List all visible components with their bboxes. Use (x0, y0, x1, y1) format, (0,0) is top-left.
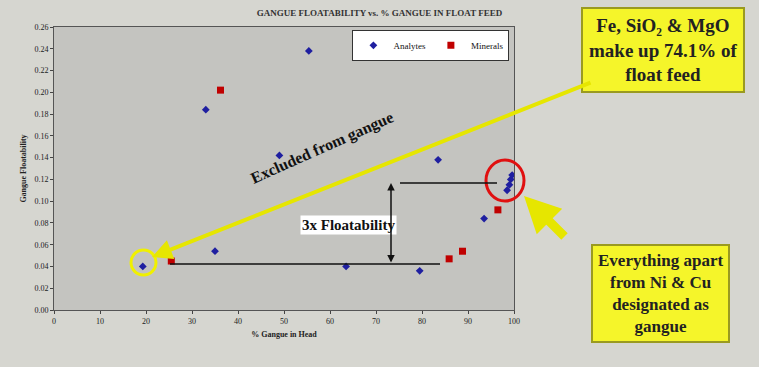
svg-text:0.22: 0.22 (34, 66, 48, 75)
svg-text:50: 50 (280, 317, 288, 326)
svg-text:0.14: 0.14 (34, 153, 48, 162)
svg-text:0.20: 0.20 (34, 88, 48, 97)
svg-text:0.10: 0.10 (34, 197, 48, 206)
svg-text:0.26: 0.26 (34, 23, 48, 32)
svg-text:0.04: 0.04 (34, 262, 48, 271)
svg-text:0.08: 0.08 (34, 219, 48, 228)
svg-text:Analytes: Analytes (393, 41, 425, 51)
svg-text:3x Floatability: 3x Floatability (302, 217, 395, 233)
svg-text:0.24: 0.24 (34, 45, 48, 54)
svg-text:40: 40 (234, 317, 242, 326)
svg-text:10: 10 (96, 317, 104, 326)
svg-text:0.12: 0.12 (34, 175, 48, 184)
svg-text:0.16: 0.16 (34, 132, 48, 141)
svg-text:90: 90 (464, 317, 472, 326)
svg-text:0.18: 0.18 (34, 110, 48, 119)
svg-text:GANGUE FLOATABILITY vs. % GANG: GANGUE FLOATABILITY vs. % GANGUE IN FLOA… (257, 8, 503, 18)
svg-text:20: 20 (142, 317, 150, 326)
svg-text:70: 70 (372, 317, 380, 326)
svg-text:Everything apartfrom Ni & Cude: Everything apartfrom Ni & Cudesignated a… (598, 251, 723, 336)
svg-text:30: 30 (188, 317, 196, 326)
svg-text:Fe, SiO₂ & MgOmake up 74.1% of: Fe, SiO₂ & MgOmake up 74.1% offloat feed (589, 15, 737, 85)
svg-text:Excluded from gangue: Excluded from gangue (248, 108, 396, 187)
svg-text:% Gangue in Head: % Gangue in Head (251, 330, 317, 339)
svg-text:80: 80 (418, 317, 426, 326)
svg-text:0.00: 0.00 (34, 306, 48, 315)
svg-text:0: 0 (52, 317, 56, 326)
svg-text:0.02: 0.02 (34, 284, 48, 293)
svg-text:100: 100 (508, 317, 520, 326)
svg-text:Gangue Floatability: Gangue Floatability (19, 134, 28, 202)
svg-text:60: 60 (326, 317, 334, 326)
svg-text:Minerals: Minerals (471, 41, 503, 51)
svg-text:0.06: 0.06 (34, 240, 48, 249)
